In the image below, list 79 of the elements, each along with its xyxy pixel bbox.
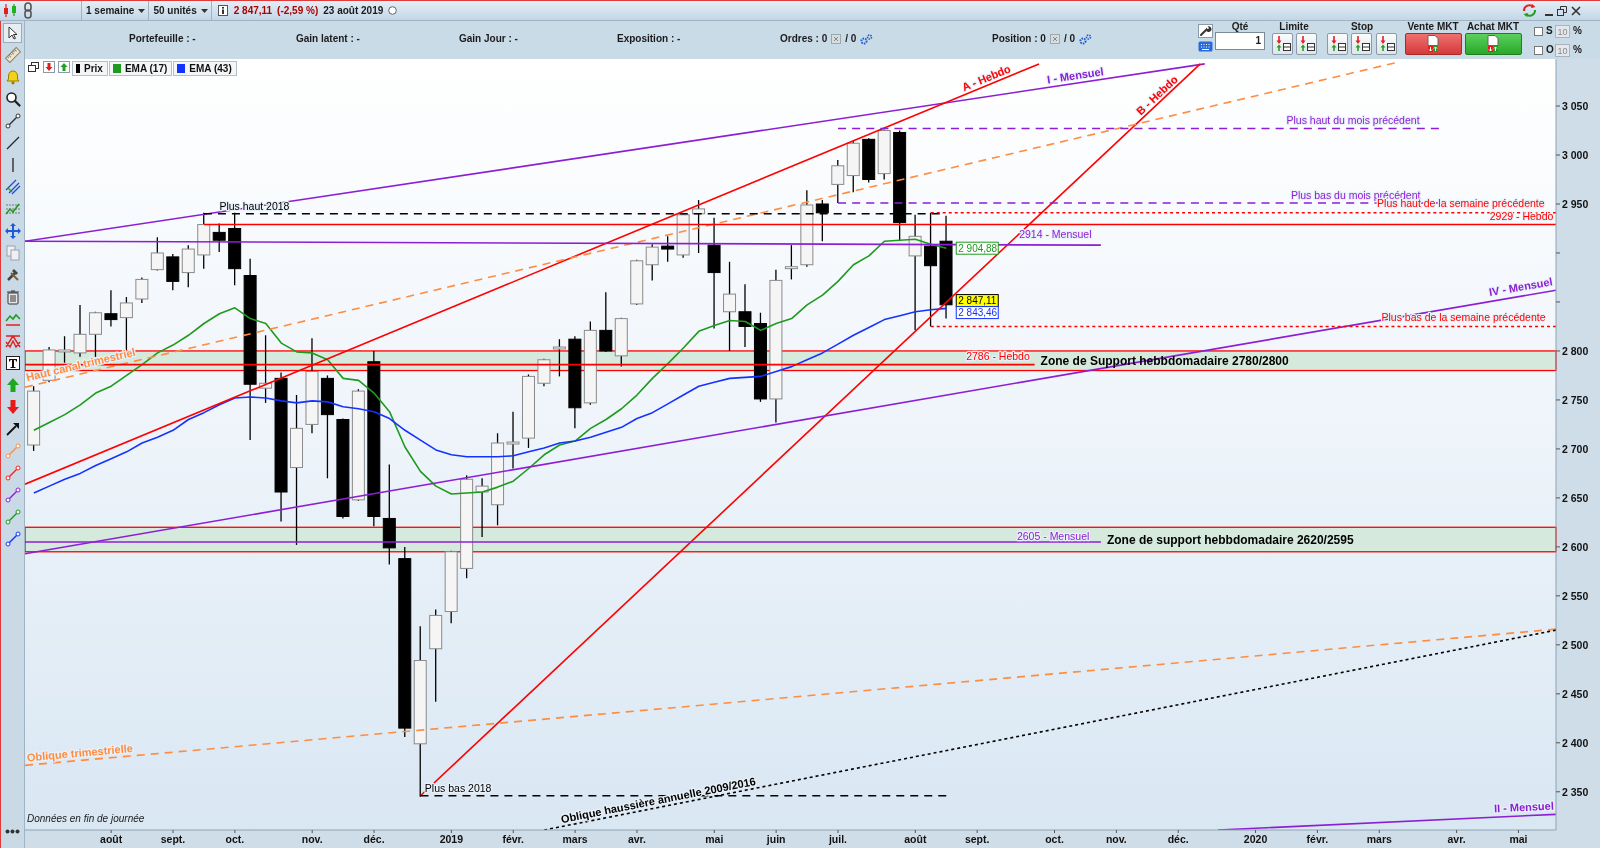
- text: Gain Jour : -: [459, 32, 518, 46]
- text: Position : 0: [992, 32, 1046, 46]
- x-tick-label: sept.: [160, 833, 186, 845]
- y-tick-label: 3 050: [1562, 100, 1589, 113]
- text: Achat MKT: [1466, 20, 1520, 34]
- text: / 0: [845, 32, 857, 46]
- annotation: II - Mensuel: [1493, 799, 1555, 815]
- y-tick-label: 2 600: [1562, 540, 1589, 553]
- text: Exposition : -: [617, 32, 681, 46]
- x-tick-label: mai: [705, 833, 724, 845]
- y-tick-label: 3 000: [1562, 149, 1589, 162]
- annotation: IV - Mensuel: [1488, 275, 1554, 299]
- x-tick-label: 2020: [1243, 833, 1268, 845]
- text: 23 août 2019: [323, 3, 384, 18]
- text: 1: [1255, 34, 1261, 48]
- dropdown: 50 unités: [149, 1, 212, 20]
- annotation: A - Hebdo: [960, 62, 1013, 94]
- annotation: 2929 - Hebdo: [1489, 209, 1554, 222]
- x-tick-label: mars: [562, 833, 588, 845]
- data-label: 2 904,88: [958, 242, 998, 254]
- annotation: Oblique trimestrielle: [26, 742, 134, 764]
- y-tick-label: 2 550: [1562, 589, 1589, 602]
- text: 2 847,11: [958, 295, 997, 307]
- y-tick-label: 2 350: [1562, 785, 1589, 798]
- text: 2 847,11: [233, 3, 273, 18]
- y-tick-label: 2 800: [1562, 344, 1589, 357]
- y-tick-label: 2 500: [1562, 638, 1589, 651]
- x-tick-label: déc.: [1167, 833, 1189, 845]
- annotation: Données en fin de journée: [27, 812, 145, 826]
- x-tick-label: août: [100, 833, 123, 845]
- x-tick-label: févr.: [502, 833, 525, 845]
- x-tick-label: nov.: [1105, 833, 1127, 845]
- y-tick-label: 2 400: [1562, 736, 1589, 749]
- text: S: [1546, 24, 1553, 38]
- x-tick-label: févr.: [1306, 833, 1329, 845]
- annotation: 2914 - Mensuel: [1019, 228, 1092, 241]
- data-label: 2 843,46: [958, 307, 998, 319]
- x-tick-label: nov.: [301, 833, 323, 845]
- text: Portefeuille : -: [129, 32, 196, 46]
- y-tick-label: 2 650: [1562, 491, 1589, 504]
- text: / 0: [1063, 32, 1076, 46]
- legend-label: EMA (17): [108, 61, 173, 76]
- y-tick-label: 2 950: [1562, 197, 1589, 210]
- y-tick-label: 2 750: [1562, 393, 1589, 406]
- x-tick-label: déc.: [363, 833, 385, 845]
- x-tick-label: 2019: [439, 833, 464, 845]
- x-tick-label: avr.: [1447, 833, 1466, 845]
- x-tick-label: sept.: [964, 833, 990, 845]
- dropdown: 1 semaine: [81, 1, 150, 20]
- text: %: [1573, 43, 1582, 57]
- y-tick-label: 2 700: [1562, 442, 1589, 455]
- x-tick-label: juin: [765, 833, 786, 845]
- x-tick-label: avr.: [627, 833, 647, 845]
- x-tick-label: août: [904, 833, 927, 845]
- annotation: Oblique haussière annuelle 2009/2016: [559, 774, 757, 826]
- y-tick-label: 2 450: [1562, 687, 1589, 700]
- legend-label: EMA (43): [173, 61, 237, 76]
- x-tick-label: juil.: [827, 833, 848, 845]
- text: %: [1573, 24, 1582, 38]
- text: Gain latent : -: [296, 32, 360, 46]
- text: Ordres : 0: [780, 32, 828, 46]
- text: Stop: [1350, 20, 1374, 34]
- text: O: [1546, 43, 1554, 57]
- text: (-2,59 %): [277, 3, 319, 18]
- annotation: Plus bas du mois précédent: [1290, 189, 1421, 202]
- text: Limite: [1279, 20, 1309, 34]
- band-label: Zone de Support hebbdomadaire 2780/2800: [1040, 354, 1290, 369]
- annotation: Plus haut du mois précédent: [1286, 113, 1420, 126]
- text: Vente MKT: [1407, 20, 1459, 34]
- annotation: I - Mensuel: [1046, 65, 1105, 86]
- x-tick-label: mars: [1366, 833, 1392, 845]
- x-tick-label: oct.: [225, 833, 245, 845]
- text: Qté: [1231, 20, 1249, 34]
- legend-label: Prix: [72, 61, 108, 76]
- x-tick-label: mai: [1509, 833, 1528, 845]
- x-tick-label: oct.: [1045, 833, 1064, 845]
- band-label: Zone de support hebbdomadaire 2620/2595: [1106, 533, 1354, 548]
- annotation: 2786 - Hebdo: [966, 349, 1030, 362]
- annotation: 2605 - Mensuel: [1016, 530, 1090, 543]
